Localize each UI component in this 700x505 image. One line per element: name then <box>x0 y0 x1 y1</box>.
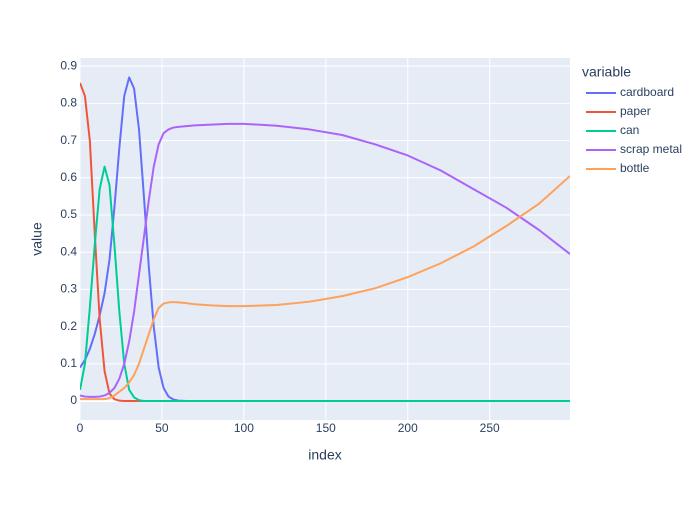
x-tick-label: 200 <box>398 421 418 435</box>
series-line <box>80 165 570 403</box>
x-axis-title: index <box>308 447 341 463</box>
y-tick-label: 0.2 <box>60 319 77 333</box>
x-tick-label: 100 <box>234 421 254 435</box>
series-line <box>80 122 570 398</box>
legend-label: can <box>620 123 639 137</box>
legend-label: bottle <box>620 161 650 175</box>
y-tick-label: 0.7 <box>60 133 77 147</box>
y-tick-label: 0 <box>70 393 77 407</box>
y-tick-label: 0.1 <box>60 356 77 370</box>
legend-label: scrap metal <box>620 142 682 156</box>
y-tick-label: 0.6 <box>60 170 77 184</box>
y-axis-title: value <box>29 222 45 256</box>
y-tick-label: 0.3 <box>60 282 77 296</box>
plot-background <box>80 58 570 420</box>
x-tick-label: 50 <box>155 421 169 435</box>
x-tick-label: 250 <box>480 421 500 435</box>
grid <box>79 58 570 420</box>
legend-title: variable <box>582 64 631 80</box>
x-tick-label: 150 <box>316 421 336 435</box>
y-tick-label: 0.8 <box>60 96 77 110</box>
lines <box>80 76 570 403</box>
series-line <box>80 175 570 401</box>
y-tick-label: 0.4 <box>60 244 77 258</box>
x-tick-label: 0 <box>77 421 84 435</box>
y-tick-label: 0.9 <box>60 58 77 72</box>
legend-label: paper <box>620 104 651 118</box>
legend-label: cardboard <box>620 85 674 99</box>
y-tick-label: 0.5 <box>60 207 77 221</box>
